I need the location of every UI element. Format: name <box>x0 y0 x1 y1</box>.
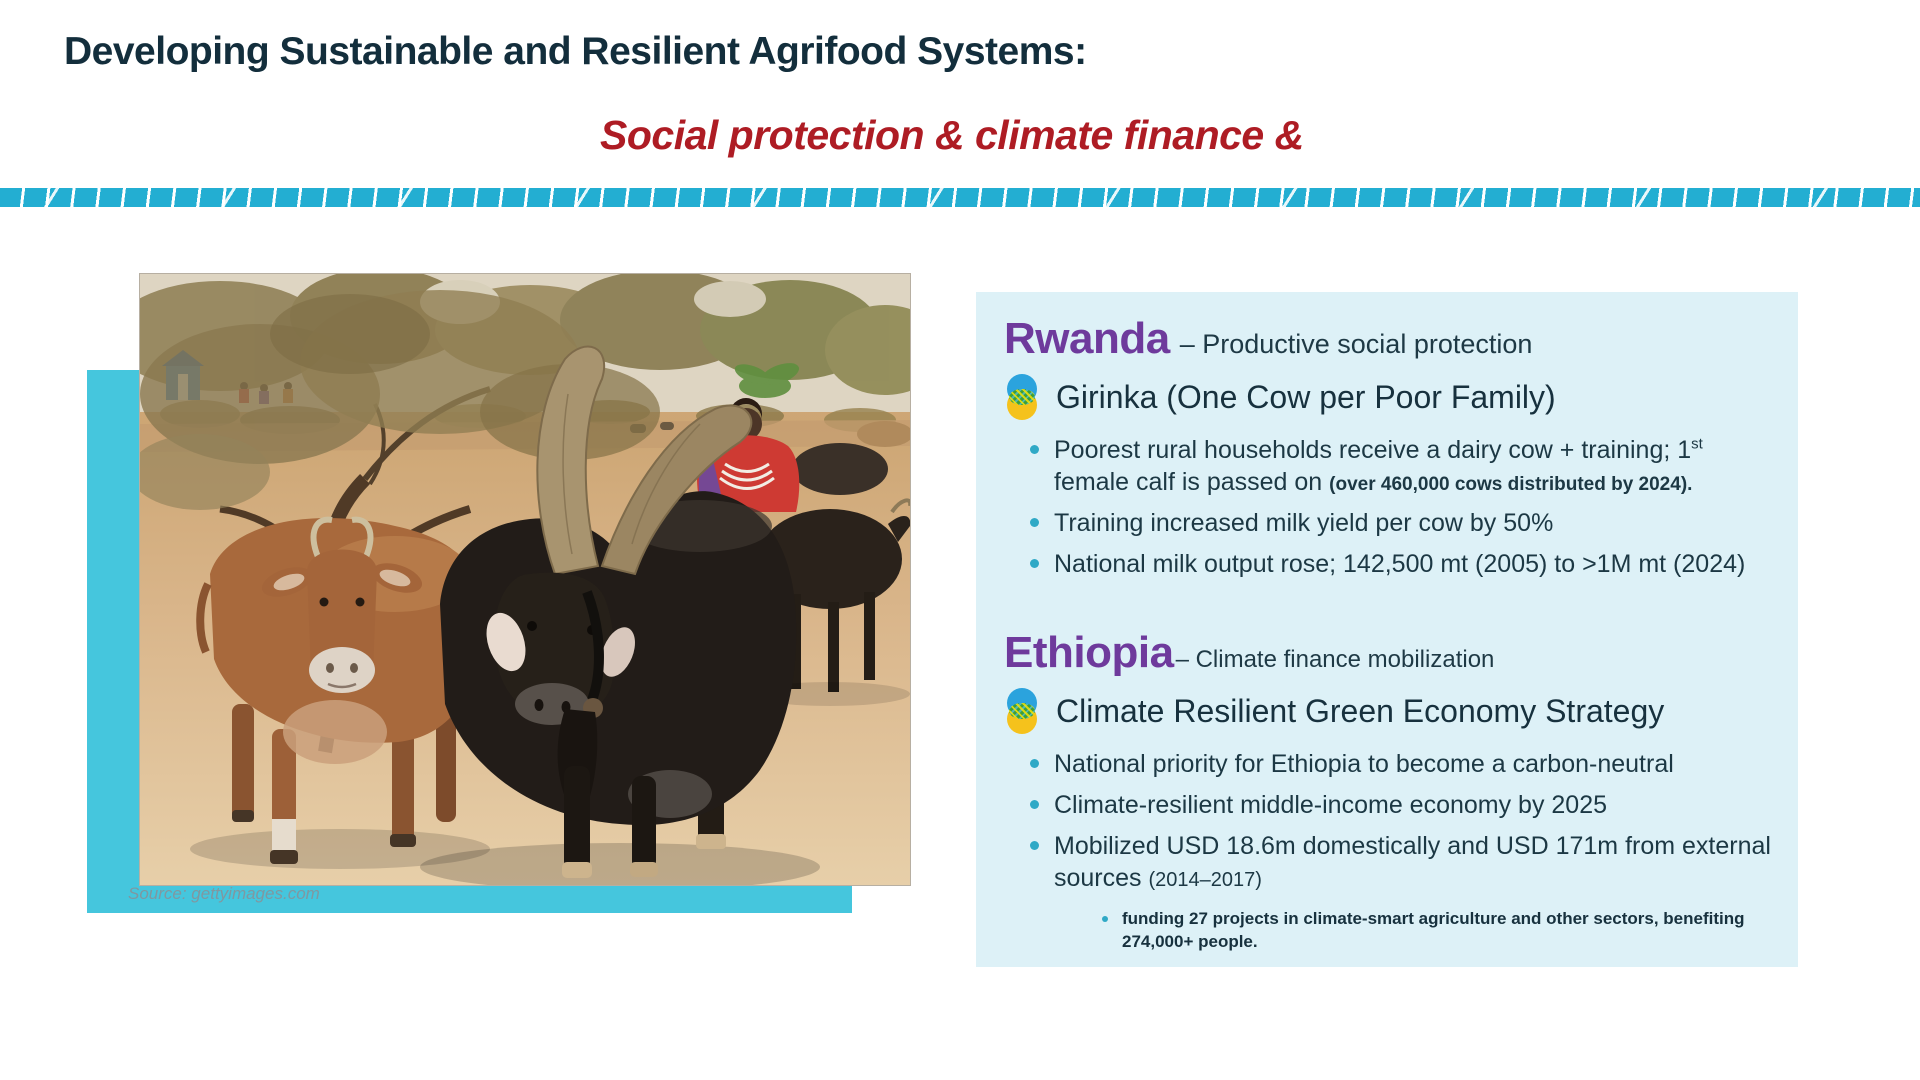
bullet-item: Mobilized USD 18.6m domestically and USD… <box>1030 830 1775 894</box>
section-ethiopia: Ethiopia– Climate finance mobilization C… <box>1004 630 1771 954</box>
info-panel: Rwanda – Productive social protection Gir… <box>976 292 1798 967</box>
program-title: Girinka (One Cow per Poor Family) <box>1056 378 1556 415</box>
bullet-text: Mobilized USD 18.6m domestically and USD… <box>1054 832 1771 893</box>
bullet-text: Climate-resilient middle-income economy … <box>1054 791 1608 820</box>
ethiopia-heading: Ethiopia– Climate finance mobilization <box>1004 630 1770 676</box>
bullet-text: Training increased milk yield per cow by… <box>1054 509 1554 538</box>
bullet-item: Climate-resilient middle-income economy … <box>1030 789 1775 821</box>
bullet-dot-icon <box>1030 800 1039 810</box>
country-descriptor: – Productive social protection <box>1179 329 1533 359</box>
sub-bullet-dot-icon <box>1102 916 1108 923</box>
cattle-photo-illustration <box>140 274 910 885</box>
sub-bullet-text: funding 27 projects in climate-smart agr… <box>1122 909 1745 952</box>
bullet-note: (2014–2017) <box>1148 869 1262 892</box>
bullet-item: Poorest rural households receive a dairy… <box>1030 434 1775 498</box>
sub-bullet-item: funding 27 projects in climate-smart agr… <box>1102 908 1775 954</box>
bullet-note: (over 460,000 cows distributed by 2024). <box>1329 474 1693 496</box>
country-name: Ethiopia <box>1004 628 1174 678</box>
bullet-text: National milk output rose; 142,500 mt (2… <box>1054 550 1746 579</box>
blue-yellow-circles-icon <box>1006 374 1038 421</box>
blue-yellow-circles-icon <box>1006 688 1038 735</box>
bullet-item: National milk output rose; 142,500 mt (2… <box>1030 548 1775 580</box>
decorative-teal-band <box>0 188 1920 207</box>
country-descriptor: – Climate finance mobilization <box>1175 646 1495 674</box>
photo-source-caption: Source: gettyimages.com <box>128 884 320 903</box>
slide-subtitle: Social protection & climate finance & <box>600 112 1304 158</box>
bullet-dot-icon <box>1030 445 1039 455</box>
bullet-text: Poorest rural households receive a dairy… <box>1054 435 1703 497</box>
country-name: Rwanda <box>1004 314 1170 363</box>
rwanda-program-line: Girinka (One Cow per Poor Family) <box>1006 374 1770 421</box>
slide-title: Developing Sustainable and Resilient Agr… <box>64 30 1087 73</box>
program-title: Climate Resilient Green Economy Strategy <box>1056 692 1665 729</box>
bullet-dot-icon <box>1030 759 1039 769</box>
cattle-photo <box>139 273 911 886</box>
bullet-item: Training increased milk yield per cow by… <box>1030 507 1775 539</box>
ethiopia-bullets: National priority for Ethiopia to become… <box>1030 748 1775 954</box>
bullet-dot-icon <box>1030 841 1039 851</box>
rwanda-heading: Rwanda – Productive social protection <box>1004 314 1770 363</box>
ethiopia-program-line: Climate Resilient Green Economy Strategy <box>1006 688 1770 735</box>
rwanda-bullets: Poorest rural households receive a dairy… <box>1030 434 1775 580</box>
bullet-dot-icon <box>1030 518 1039 528</box>
section-rwanda: Rwanda – Productive social protection Gir… <box>1004 314 1770 580</box>
bullet-dot-icon <box>1030 559 1039 569</box>
bullet-item: National priority for Ethiopia to become… <box>1030 748 1775 780</box>
bullet-text: National priority for Ethiopia to become… <box>1054 750 1674 779</box>
